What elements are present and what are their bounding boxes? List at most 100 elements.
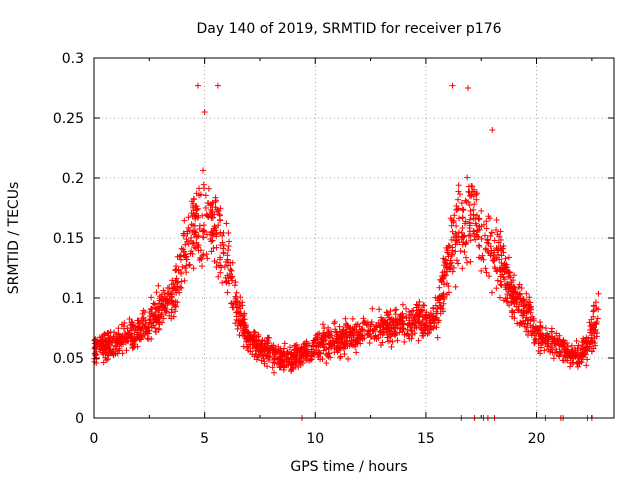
data-point [573,337,580,344]
data-point [475,242,482,249]
data-point [593,333,600,340]
data-point [140,318,147,325]
data-point [348,341,355,348]
data-point [183,262,190,269]
data-point [532,336,539,343]
data-point [536,330,543,337]
data-point [355,329,362,336]
data-point [433,314,440,321]
data-point [288,366,295,373]
data-point [498,282,505,289]
data-point [584,343,591,350]
data-point [478,235,485,242]
data-point [411,330,418,337]
data-point [173,263,180,270]
data-point [553,330,560,337]
data-point [470,206,477,213]
data-point [303,338,310,345]
data-point [212,224,219,231]
data-point [500,249,507,256]
data-point [483,269,490,276]
data-point [226,238,233,245]
data-point [291,359,298,366]
data-point [212,194,219,201]
data-point [236,303,243,310]
data-point [442,257,449,264]
data-point [172,298,179,305]
data-point [179,263,186,270]
data-point [269,364,276,371]
data-point [133,329,140,336]
data-point [92,344,99,351]
data-point [195,212,202,219]
data-point [417,308,424,315]
data-point [449,228,456,235]
data-point [311,337,318,344]
data-point [521,303,528,310]
data-point [372,332,379,339]
data-point [344,333,351,340]
data-point [323,360,330,367]
data-point [259,337,266,344]
data-point [533,324,540,331]
data-point [106,346,113,353]
data-point [198,263,205,270]
data-point [217,205,224,212]
data-point [462,240,469,247]
data-point [188,198,195,205]
y-tick-labels: 0 0.05 0.1 0.15 0.2 0.25 0.3 [53,51,84,427]
data-point [320,321,327,328]
data-point [235,318,242,325]
data-point [227,259,234,266]
data-point [478,267,485,274]
data-point [233,289,240,296]
data-point [203,212,210,219]
data-point [181,277,188,284]
data-point [394,325,401,332]
data-point [272,353,279,360]
data-point [429,313,436,320]
data-point [447,266,454,273]
y-tick-label: 0.1 [62,291,84,307]
data-point [201,109,208,115]
data-point [208,238,215,245]
data-point [116,345,123,352]
data-point [550,336,557,343]
data-point [226,280,233,287]
data-point [197,191,204,198]
data-point [182,251,189,258]
data-point [592,299,599,306]
data-point [152,328,159,335]
data-point [91,358,98,365]
data-point [367,327,374,334]
data-point [393,306,400,313]
data-point [337,338,344,345]
data-point [590,345,597,352]
data-point [264,363,271,370]
data-point [493,216,500,223]
data-point [228,300,235,307]
data-point [264,346,271,353]
data-point [138,325,145,332]
data-point [253,347,260,354]
data-point [520,317,527,324]
data-point [525,328,532,335]
data-point [433,324,440,331]
data-point [227,274,234,281]
data-point [460,233,467,240]
data-point [457,248,464,255]
data-point [523,324,530,331]
data-point [380,321,387,328]
data-point [454,206,461,213]
data-point [486,273,493,280]
data-point [244,344,251,351]
data-point [243,336,250,343]
data-point [353,349,360,356]
data-point [146,327,153,334]
data-point [443,280,450,287]
data-point [392,307,399,314]
data-point [403,315,410,322]
data-point [480,256,487,263]
data-point [388,343,395,350]
